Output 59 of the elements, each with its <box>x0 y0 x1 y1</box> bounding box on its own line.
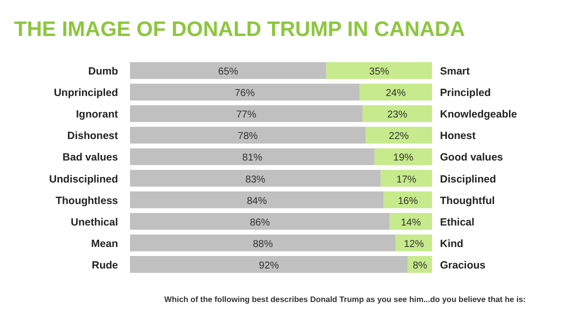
bar <box>130 84 360 100</box>
bar <box>130 148 375 166</box>
y-tick-label: Bad values <box>62 152 118 164</box>
text: Disciplined <box>440 173 496 186</box>
text: Ethical <box>440 216 475 228</box>
data-label: 24% <box>386 88 406 100</box>
data-label: 81% <box>242 152 262 164</box>
data-label: 65% <box>218 66 238 78</box>
text: Which of the following best describes Donald Trump as you see him...do you believe that he is: <box>164 295 526 304</box>
y-tick-label: Thoughtless <box>56 194 118 207</box>
data-label: 16% <box>398 196 418 207</box>
bar <box>390 212 432 230</box>
data-label: 83% <box>245 174 266 186</box>
data-label: 17% <box>396 174 416 186</box>
y-tick-label: Unethical <box>70 216 118 228</box>
data-label: 19% <box>393 152 414 164</box>
data-label: 12% <box>404 238 424 250</box>
text: Thoughtful <box>440 194 495 207</box>
text: Good values <box>440 152 504 164</box>
y-tick-label: Dumb <box>88 66 118 78</box>
bar <box>362 105 432 122</box>
data-label: 8% <box>412 260 428 272</box>
bar <box>130 191 384 208</box>
bar <box>130 212 390 230</box>
text: Kind <box>440 238 464 250</box>
bar <box>130 126 366 144</box>
data-label: 76% <box>234 88 255 100</box>
text: Honest <box>440 130 476 142</box>
data-label: 35% <box>369 66 390 78</box>
text: Knowledgeable <box>440 108 518 121</box>
y-tick-label: Unprincipled <box>54 87 118 100</box>
data-label: 22% <box>388 131 409 142</box>
y-tick-label: Mean <box>91 238 118 250</box>
bar <box>366 126 432 144</box>
data-label: 84% <box>246 196 267 207</box>
bar <box>326 62 432 79</box>
bar <box>130 234 396 252</box>
data-label: 23% <box>387 110 408 121</box>
text: Smart <box>440 66 470 78</box>
bar <box>130 170 381 187</box>
text: Gracious <box>440 259 486 272</box>
y-tick-label: Dishonest <box>67 130 118 142</box>
y-tick-label: Undisciplined <box>49 173 118 186</box>
y-tick-label: Ignorant <box>76 108 118 121</box>
y-tick-label: Rude <box>92 259 118 272</box>
bar <box>130 256 408 273</box>
data-label: 88% <box>252 238 273 250</box>
bar <box>360 84 432 100</box>
bar <box>374 148 432 166</box>
bar <box>130 105 363 122</box>
bar <box>380 170 432 187</box>
data-label: 92% <box>258 260 280 272</box>
data-label: 77% <box>236 110 256 121</box>
chart-title: THE IMAGE OF DONALD TRUMP IN CANADA <box>14 18 466 41</box>
data-label: 78% <box>238 131 258 142</box>
data-label: 86% <box>250 217 270 228</box>
text: Principled <box>440 87 491 100</box>
bar <box>130 62 326 79</box>
data-label: 14% <box>400 217 421 228</box>
